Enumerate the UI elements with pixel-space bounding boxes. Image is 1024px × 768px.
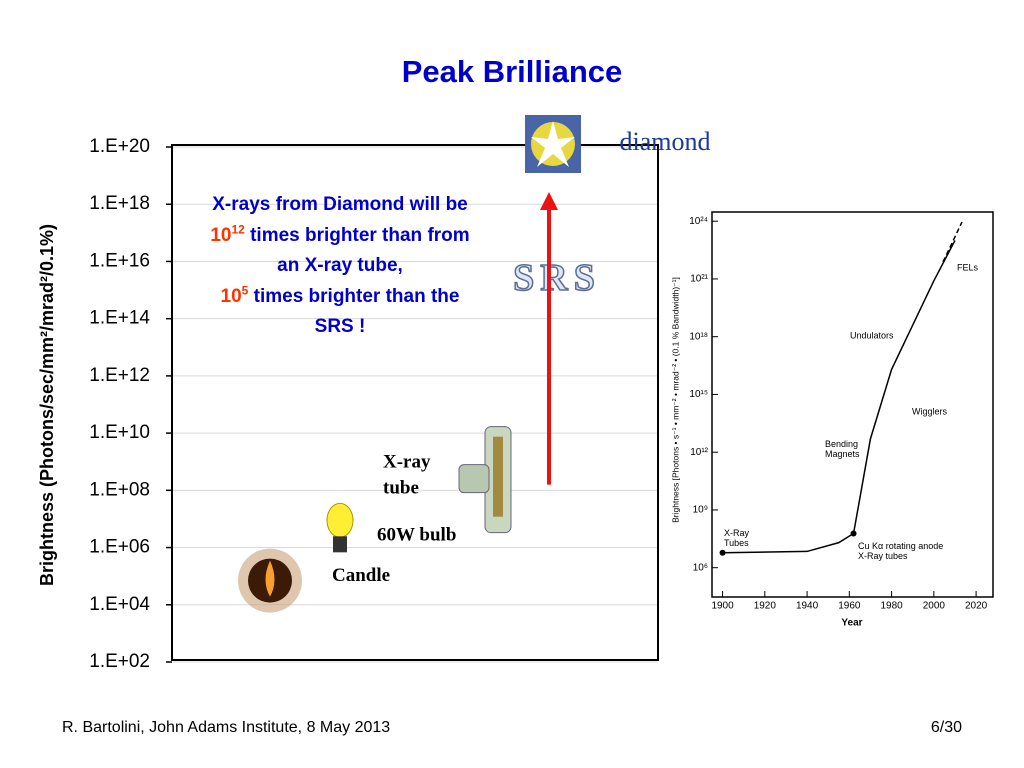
item-label: SRS xyxy=(513,257,601,299)
inset-frame xyxy=(711,211,994,598)
annotation: X-rays from Diamond will be 1012 times b… xyxy=(205,190,475,343)
y-tick-label: 1.E+20 xyxy=(89,136,150,157)
y-tick-label: 1.E+14 xyxy=(89,308,150,329)
x-tick-label: 1980 xyxy=(880,601,903,612)
fel-dash xyxy=(942,221,963,263)
arrow-head xyxy=(540,192,558,210)
y-tick-label: 1.E+08 xyxy=(89,479,150,500)
y-tick-label: 1.E+16 xyxy=(89,250,150,271)
footer-left: R. Bartolini, John Adams Institute, 8 Ma… xyxy=(62,719,390,736)
inset-annotation: Wigglers xyxy=(912,406,948,416)
y-tick-label: 10¹² xyxy=(690,447,708,458)
annotation-part: times brighter than from an X-ray tube, xyxy=(244,224,470,277)
y-tick-label: 1.E+12 xyxy=(89,365,150,386)
item-marker xyxy=(326,502,354,553)
annotation-part: 12 xyxy=(231,222,245,237)
annotation-part: 10 xyxy=(210,224,232,246)
footer-right: 6/30 xyxy=(931,719,962,736)
annotation-part: 10 xyxy=(220,285,242,307)
y-tick-label: 10⁶ xyxy=(693,562,708,573)
x-axis-label: Year xyxy=(841,618,862,629)
x-tick-label: 1940 xyxy=(796,601,819,612)
item-label: Candle xyxy=(332,565,390,586)
item-label: 60W bulb xyxy=(377,525,456,546)
y-tick-label: 10⁹ xyxy=(693,505,708,516)
item-marker xyxy=(525,115,581,173)
item-marker xyxy=(458,426,512,534)
point xyxy=(850,530,857,537)
y-tick-label: 1.E+04 xyxy=(89,594,150,615)
annotation-part: 5 xyxy=(241,283,249,298)
annotation-part: X-rays from Diamond will be xyxy=(212,194,468,215)
y-tick-label: 10¹⁸ xyxy=(689,331,708,342)
candle-flame xyxy=(265,560,275,597)
y-axis-label: Brightness (Photons/sec/mm²/mrad²/0.1%) xyxy=(37,224,57,586)
y-tick-label: 10¹⁵ xyxy=(689,389,708,400)
diamond-star xyxy=(531,121,575,167)
bulb-glass xyxy=(326,502,354,538)
y-tick-label: 1.E+10 xyxy=(89,422,150,443)
y-axis-label: Brightness [Photons • s⁻¹ • mm⁻² • mrad⁻… xyxy=(670,277,680,523)
y-tick-label: 1.E+02 xyxy=(89,651,150,672)
inset-annotation: Bending Magnets xyxy=(825,439,860,459)
x-tick-label: 2000 xyxy=(923,601,946,612)
inset-annotation: FELs xyxy=(957,262,979,272)
x-tick-label: 1960 xyxy=(838,601,861,612)
item-label: diamond xyxy=(620,127,711,156)
tube-core xyxy=(493,436,503,517)
annotation-part: times brighter than the SRS ! xyxy=(248,285,460,338)
x-tick-label: 1900 xyxy=(711,601,734,612)
inset-annotation: Cu Kα rotating anode X-Ray tubes xyxy=(858,541,943,561)
y-tick-label: 10²⁴ xyxy=(689,216,708,227)
x-tick-label: 2020 xyxy=(965,601,988,612)
series-line xyxy=(722,240,956,554)
y-tick-label: 10²¹ xyxy=(690,274,708,285)
y-tick-label: 1.E+18 xyxy=(89,193,150,214)
tube-arm xyxy=(458,464,490,494)
item-label: X-ray tube xyxy=(383,452,431,499)
inset-annotation: Undulators xyxy=(850,330,894,340)
slide-title: Peak Brilliance xyxy=(402,54,623,89)
plot-frame xyxy=(171,144,659,661)
bulb-base xyxy=(333,536,347,553)
item-marker xyxy=(238,548,302,613)
y-tick-label: 1.E+06 xyxy=(89,537,150,558)
x-tick-label: 1920 xyxy=(754,601,777,612)
inset-annotation: X-Ray Tubes xyxy=(724,528,750,548)
point xyxy=(719,549,726,556)
